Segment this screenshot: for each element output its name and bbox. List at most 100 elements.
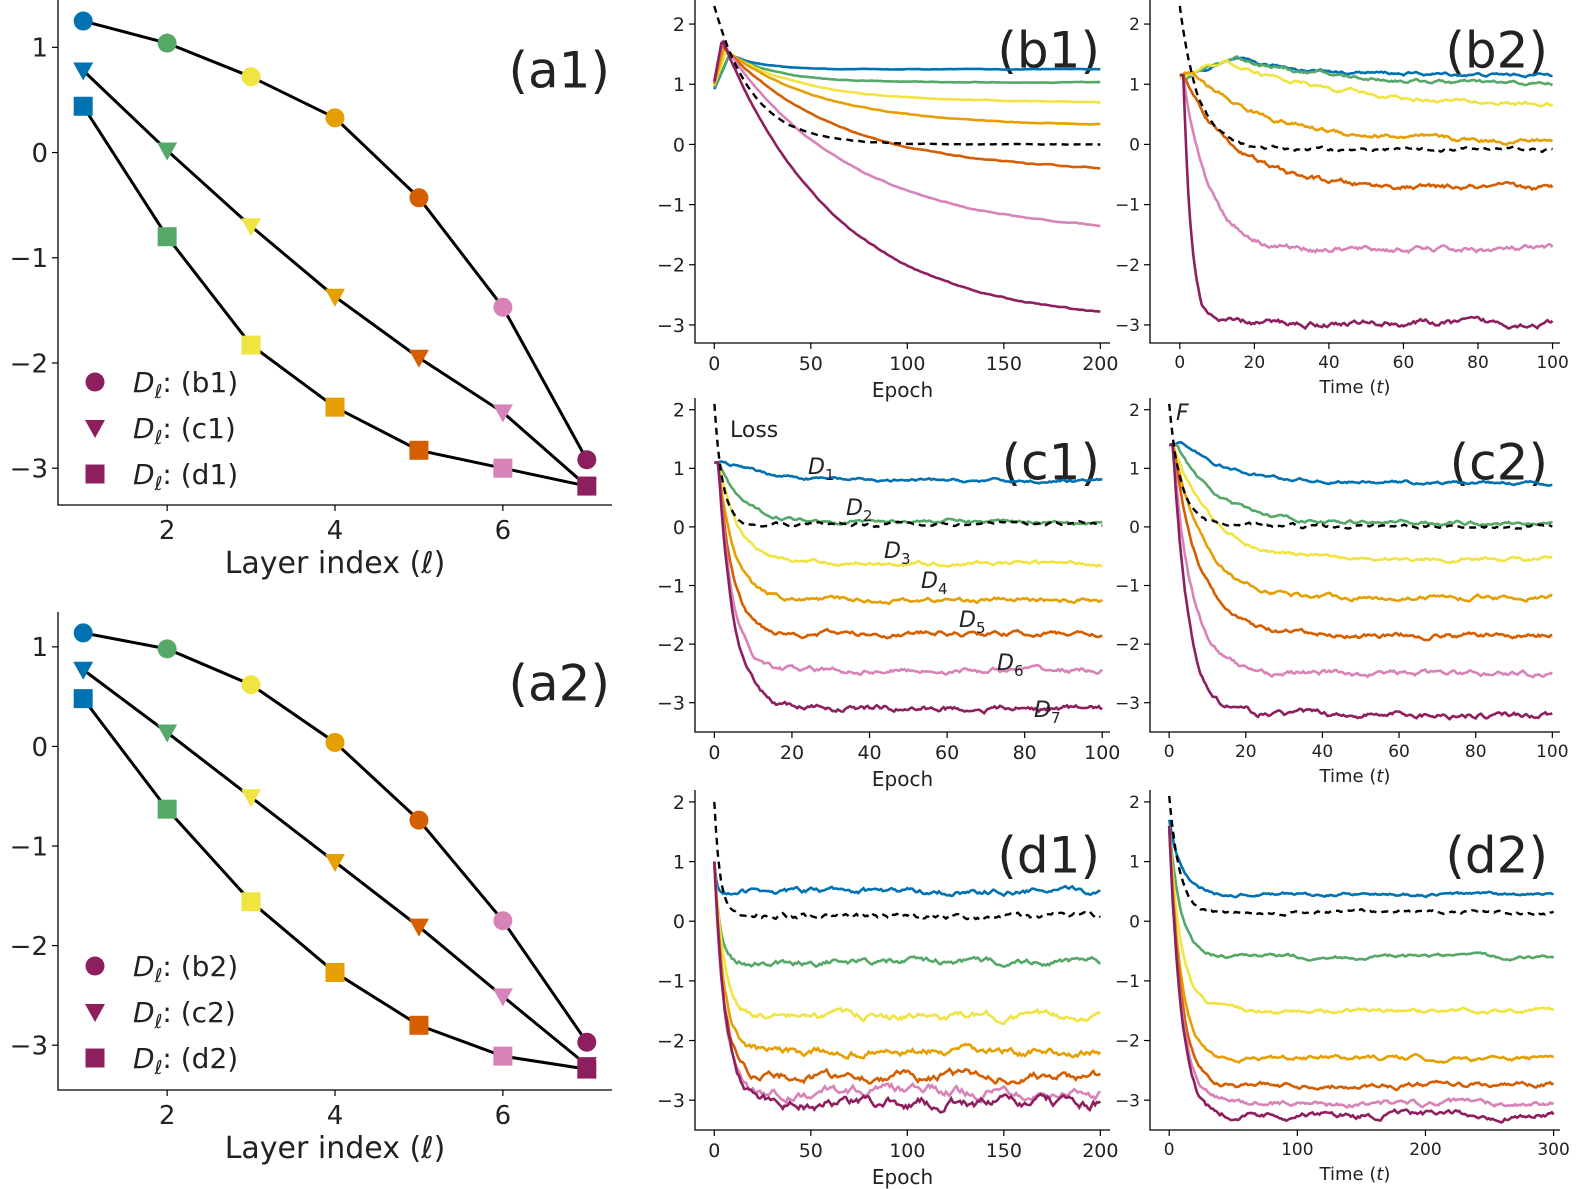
series-line-D5 — [1169, 443, 1553, 642]
series-line-D4 — [714, 461, 1103, 606]
data-point-marker — [157, 33, 177, 53]
series-line-D6 — [1167, 825, 1555, 1109]
series-line — [82, 69, 588, 488]
legend-label: Dℓ: (d2) — [133, 1042, 238, 1079]
x-axis-label: Layer index (ℓ) — [225, 546, 446, 581]
x-tick-label: 0 — [1164, 742, 1175, 762]
x-tick-label: 60 — [935, 742, 959, 764]
series-line-D4 — [713, 861, 1102, 1061]
series-line-D5 — [713, 44, 1101, 170]
data-point-marker — [493, 458, 513, 478]
x-axis-label: Time (t) — [1319, 1164, 1391, 1185]
y-tick-label: −2 — [657, 634, 685, 656]
series-line-D2 — [1179, 55, 1554, 87]
data-point-marker — [241, 675, 261, 695]
data-point-marker — [157, 142, 178, 161]
series-line-D3 — [713, 50, 1101, 104]
y-tick-label: 0 — [31, 733, 48, 763]
panel-label: (a1) — [509, 42, 610, 100]
y-tick-label: −1 — [1115, 196, 1140, 216]
series-line-D2 — [1167, 825, 1555, 962]
data-point-marker — [493, 1046, 513, 1066]
data-point-marker — [73, 623, 93, 643]
y-tick-label: −2 — [10, 349, 48, 379]
axes-spine — [1149, 398, 1560, 733]
x-tick-label: 60 — [1393, 353, 1415, 373]
axes-spine — [57, 0, 612, 506]
data-point-marker — [577, 450, 597, 470]
annotation-d1: D1 — [808, 455, 835, 484]
y-tick-label: 0 — [1129, 136, 1140, 156]
panel-a1: 1 0 −1 −2 −3 2 4 6 Layer index (ℓ) (a1) Dℓ: (b1) Dℓ… — [10, 0, 612, 581]
y-tick-label: −3 — [1115, 316, 1140, 336]
annotation-d2: D2 — [846, 496, 873, 525]
x-tick-label: 100 — [1536, 353, 1568, 373]
panel-b2: 2 1 0 −1 −2 −3 0 20 40 60 80 100 Time (t) (b2) — [1115, 0, 1569, 398]
x-tick-label: 80 — [1013, 742, 1037, 764]
data-point-marker — [325, 853, 345, 872]
data-point-marker — [492, 988, 513, 1007]
series-line-D5 — [713, 861, 1102, 1086]
x-tick-label: 150 — [986, 353, 1022, 375]
x-tick-label: 60 — [1388, 742, 1410, 762]
legend-marker — [85, 372, 105, 392]
data-point-marker — [73, 96, 93, 116]
series-line-D5 — [1167, 825, 1555, 1092]
series-line-D7 — [1167, 825, 1555, 1124]
series-line-D1 — [1168, 440, 1553, 488]
series-line-D2 — [1169, 443, 1553, 527]
x-axis-label: Epoch — [872, 1165, 933, 1189]
series-line-D2 — [713, 861, 1102, 969]
legend-label: Dℓ: (d1) — [133, 458, 238, 495]
x-tick-label: 100 — [889, 353, 925, 375]
x-tick-label: 300 — [1537, 1140, 1569, 1160]
series-line-D6 — [713, 861, 1102, 1105]
x-tick-label: 150 — [986, 1140, 1022, 1162]
legend-label: Dℓ: (c1) — [133, 412, 236, 449]
annotation-d6: D6 — [997, 651, 1024, 680]
series-line-D1 — [713, 52, 1101, 90]
annotation-d4: D4 — [921, 569, 948, 598]
data-point-marker — [157, 227, 177, 247]
x-tick-label: 40 — [857, 742, 881, 764]
x-tick-label: 100 — [1281, 1140, 1313, 1160]
data-point-marker — [73, 11, 93, 31]
data-point-marker — [325, 397, 345, 417]
annotation-d3: D3 — [884, 539, 911, 568]
x-axis-label: Epoch — [872, 378, 933, 402]
y-tick-label: −3 — [1115, 694, 1140, 714]
data-point-marker — [409, 1015, 429, 1035]
data-point-marker — [577, 1032, 597, 1052]
y-tick-label: 2 — [1129, 793, 1140, 813]
x-axis-label: Layer index (ℓ) — [225, 1131, 446, 1166]
x-tick-label: 2 — [159, 516, 176, 546]
x-tick-label: 6 — [495, 516, 512, 546]
panel-label: (b2) — [1445, 22, 1548, 80]
x-tick-label: 2 — [159, 1101, 176, 1131]
y-tick-label: 0 — [31, 139, 48, 169]
panel-label: (d1) — [997, 827, 1100, 885]
annotation-loss: Loss — [730, 418, 778, 443]
y-tick-label: 1 — [673, 458, 685, 480]
y-tick-label: −1 — [657, 971, 685, 993]
y-tick-label: 2 — [673, 400, 685, 422]
series-line-D7 — [1169, 443, 1553, 721]
x-tick-label: 0 — [708, 353, 720, 375]
y-tick-label: −1 — [10, 832, 48, 862]
y-tick-label: 1 — [1129, 853, 1140, 873]
y-tick-label: 1 — [673, 74, 685, 96]
data-point-marker — [325, 732, 345, 752]
data-point-marker — [325, 962, 345, 982]
y-tick-label: 0 — [673, 134, 685, 156]
series-line-D7 — [714, 461, 1103, 716]
series-line-D6 — [1179, 73, 1554, 255]
series-line-D3 — [1179, 59, 1554, 108]
data-point-marker — [493, 911, 513, 931]
series-line-D1 — [1179, 56, 1553, 80]
y-tick-label: −2 — [657, 255, 685, 277]
y-tick-label: 1 — [31, 633, 48, 663]
x-axis-label: Epoch — [872, 767, 933, 791]
